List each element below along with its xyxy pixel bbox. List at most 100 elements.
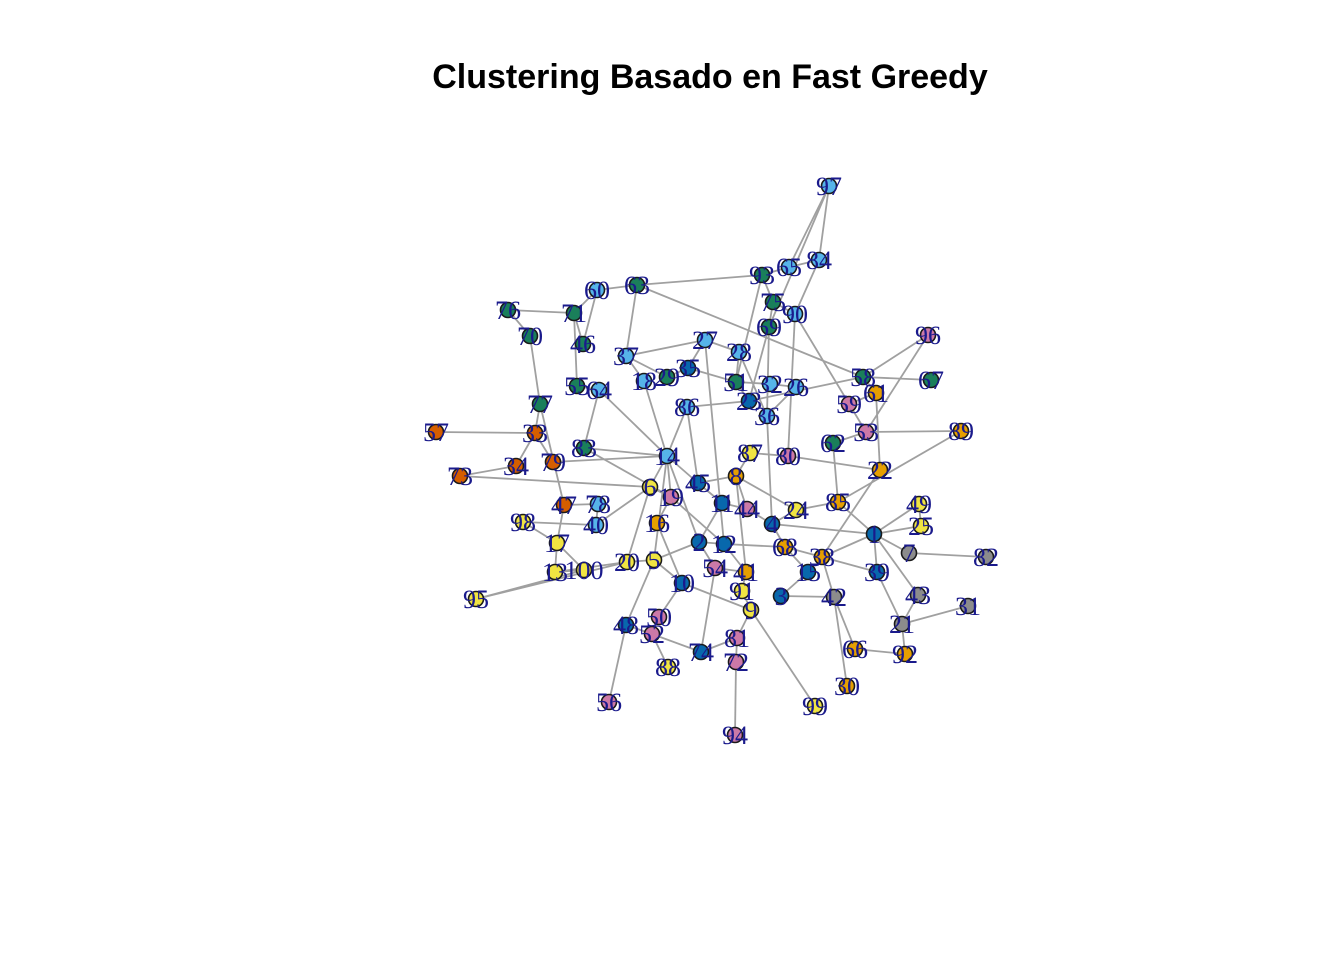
node-29 xyxy=(658,368,676,386)
edge-36-4 xyxy=(766,415,773,525)
node-label-92: 92 xyxy=(892,640,918,669)
edge-93-51 xyxy=(735,274,763,383)
node-5 xyxy=(645,551,663,569)
node-label-49: 49 xyxy=(906,490,932,519)
node-87 xyxy=(741,444,759,462)
node-label-78: 78 xyxy=(585,490,611,519)
node-label-40: 40 xyxy=(583,511,609,540)
node-69 xyxy=(760,318,778,336)
chart-title: Clustering Basado en Fast Greedy xyxy=(432,58,988,96)
edge-89-85 xyxy=(837,430,962,503)
node-label-43: 43 xyxy=(905,581,931,610)
node-label-18: 18 xyxy=(631,367,657,396)
edge-57-33 xyxy=(435,431,536,434)
edge-60-46 xyxy=(582,289,598,345)
node-label-68: 68 xyxy=(772,533,798,562)
node-label-27: 27 xyxy=(692,326,718,355)
node-label-99: 99 xyxy=(802,692,828,721)
node-label-54: 54 xyxy=(702,554,728,583)
edge-12-68 xyxy=(723,543,786,548)
node-79 xyxy=(544,453,562,471)
node-96 xyxy=(919,326,937,344)
node-55 xyxy=(568,377,586,395)
node-88 xyxy=(659,658,677,676)
node-50 xyxy=(650,608,668,626)
node-label-65: 65 xyxy=(776,253,802,282)
node-27 xyxy=(696,331,714,349)
node-66 xyxy=(846,640,864,658)
node-label-88: 88 xyxy=(655,653,681,682)
node-label-67: 67 xyxy=(918,366,944,395)
edge-4-1 xyxy=(771,523,875,535)
edge-72-94 xyxy=(734,661,737,736)
node-label-45: 45 xyxy=(685,469,711,498)
edge-62-85 xyxy=(832,442,839,503)
node-16 xyxy=(648,514,666,532)
node-11 xyxy=(713,494,731,512)
edge-16-10 xyxy=(656,522,683,584)
node-14 xyxy=(658,447,676,465)
node-91 xyxy=(733,582,751,600)
node-93 xyxy=(753,266,771,284)
node-80 xyxy=(779,447,797,465)
node-label-87: 87 xyxy=(737,439,763,468)
node-label-77: 77 xyxy=(527,390,553,419)
edge-70-77 xyxy=(529,335,541,405)
node-label-35: 35 xyxy=(675,354,701,383)
edge-95-20 xyxy=(475,561,628,600)
node-24 xyxy=(787,501,805,519)
node-label-97: 97 xyxy=(816,172,842,201)
node-label-33: 33 xyxy=(522,419,548,448)
node-label-79: 79 xyxy=(540,448,566,477)
node-label-96: 96 xyxy=(915,321,941,350)
node-33 xyxy=(526,424,544,442)
node-label-4: 4 xyxy=(766,510,779,539)
node-label-60: 60 xyxy=(584,276,610,305)
node-label-17: 17 xyxy=(544,529,570,558)
node-label-47: 47 xyxy=(551,491,577,520)
node-label-3: 3 xyxy=(775,582,788,611)
node-3 xyxy=(772,587,790,605)
node-70 xyxy=(521,327,539,345)
node-label-76: 76 xyxy=(495,296,521,325)
node-label-37: 37 xyxy=(613,342,639,371)
node-label-42: 42 xyxy=(821,583,847,612)
edge-18-14 xyxy=(643,380,668,457)
node-59 xyxy=(840,395,858,413)
node-98 xyxy=(514,513,532,531)
node-label-72: 72 xyxy=(723,648,749,677)
node-38 xyxy=(813,548,831,566)
node-label-44: 44 xyxy=(734,495,760,524)
node-52 xyxy=(643,625,661,643)
edge-86-14 xyxy=(666,406,688,457)
node-63 xyxy=(628,276,646,294)
edge-63-58 xyxy=(636,284,864,378)
node-label-24: 24 xyxy=(783,496,809,525)
node-label-64: 64 xyxy=(586,376,612,405)
edge-84-90 xyxy=(794,259,820,315)
node-77 xyxy=(531,395,549,413)
node-label-100: 100 xyxy=(565,556,604,585)
node-43 xyxy=(909,586,927,604)
node-26 xyxy=(787,378,805,396)
node-label-46: 46 xyxy=(570,330,596,359)
edge-98-40 xyxy=(522,521,597,526)
node-65 xyxy=(780,258,798,276)
edge-64-14 xyxy=(598,389,668,457)
node-4 xyxy=(763,515,781,533)
edge-7-82 xyxy=(908,552,987,558)
edge-63-37 xyxy=(625,284,638,357)
node-label-28: 28 xyxy=(726,338,752,367)
node-label-70: 70 xyxy=(517,322,543,351)
edge-9-10 xyxy=(681,582,752,611)
node-54 xyxy=(706,559,724,577)
edge-38-39 xyxy=(821,556,878,573)
node-22 xyxy=(871,461,889,479)
node-18 xyxy=(635,372,653,390)
edge-64-83 xyxy=(583,389,600,449)
node-label-93: 93 xyxy=(749,261,775,290)
node-label-2: 2 xyxy=(693,528,706,557)
edge-86-45 xyxy=(686,406,699,484)
node-layer xyxy=(427,177,995,744)
